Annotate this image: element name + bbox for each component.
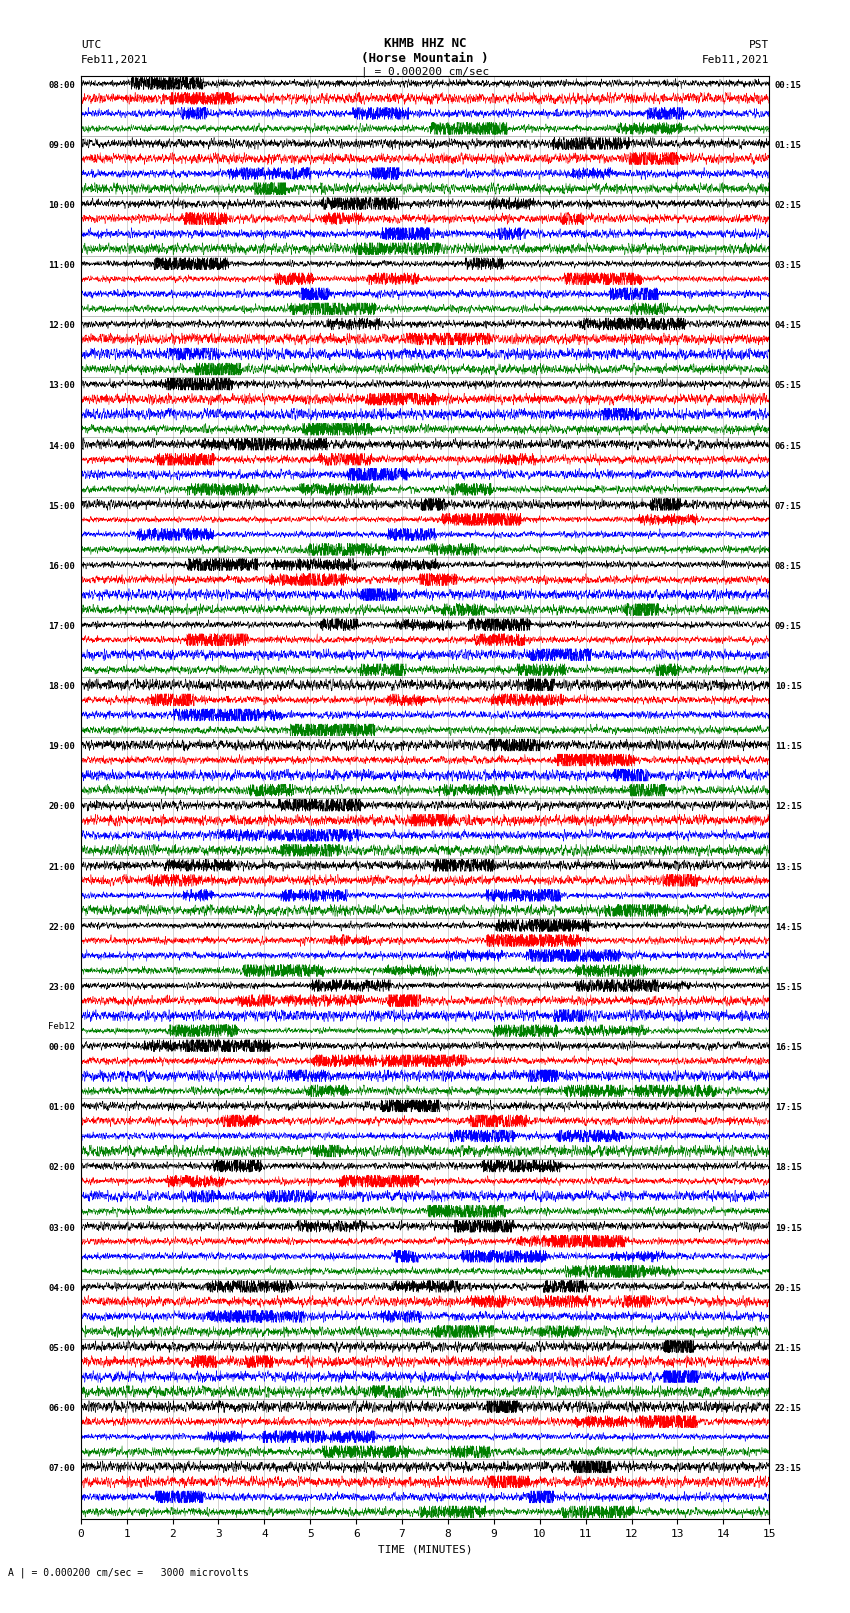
Text: 00:15: 00:15 [774, 81, 802, 90]
Text: 23:15: 23:15 [774, 1465, 802, 1473]
Text: Feb11,2021: Feb11,2021 [702, 55, 769, 65]
Text: | = 0.000200 cm/sec: | = 0.000200 cm/sec [361, 66, 489, 77]
Text: UTC: UTC [81, 40, 101, 50]
Text: 22:15: 22:15 [774, 1403, 802, 1413]
Text: 09:15: 09:15 [774, 623, 802, 631]
Text: 12:15: 12:15 [774, 802, 802, 811]
Text: 01:00: 01:00 [48, 1103, 76, 1113]
Text: 19:15: 19:15 [774, 1224, 802, 1232]
Text: 21:15: 21:15 [774, 1344, 802, 1353]
Text: 17:00: 17:00 [48, 623, 76, 631]
Text: 08:15: 08:15 [774, 561, 802, 571]
Text: 05:00: 05:00 [48, 1344, 76, 1353]
Text: 01:15: 01:15 [774, 140, 802, 150]
Text: 05:15: 05:15 [774, 381, 802, 390]
Text: PST: PST [749, 40, 769, 50]
Text: Feb12: Feb12 [48, 1023, 76, 1031]
Text: 11:00: 11:00 [48, 261, 76, 269]
Text: 07:00: 07:00 [48, 1465, 76, 1473]
Text: 15:00: 15:00 [48, 502, 76, 511]
Text: 14:15: 14:15 [774, 923, 802, 932]
Text: 09:00: 09:00 [48, 140, 76, 150]
Text: (Horse Mountain ): (Horse Mountain ) [361, 52, 489, 65]
Text: 17:15: 17:15 [774, 1103, 802, 1113]
Text: A | = 0.000200 cm/sec =   3000 microvolts: A | = 0.000200 cm/sec = 3000 microvolts [8, 1566, 249, 1578]
Text: 11:15: 11:15 [774, 742, 802, 752]
Text: 14:00: 14:00 [48, 442, 76, 450]
Text: 23:00: 23:00 [48, 982, 76, 992]
Text: 20:15: 20:15 [774, 1284, 802, 1292]
Text: 02:15: 02:15 [774, 202, 802, 210]
Text: 16:15: 16:15 [774, 1044, 802, 1052]
Text: 16:00: 16:00 [48, 561, 76, 571]
Text: 18:15: 18:15 [774, 1163, 802, 1173]
Text: 04:00: 04:00 [48, 1284, 76, 1292]
Text: 00:00: 00:00 [48, 1044, 76, 1052]
Text: 03:00: 03:00 [48, 1224, 76, 1232]
Text: 19:00: 19:00 [48, 742, 76, 752]
Text: 02:00: 02:00 [48, 1163, 76, 1173]
Text: 18:00: 18:00 [48, 682, 76, 690]
Text: 21:00: 21:00 [48, 863, 76, 871]
Text: 07:15: 07:15 [774, 502, 802, 511]
Text: 03:15: 03:15 [774, 261, 802, 269]
Text: 10:00: 10:00 [48, 202, 76, 210]
Text: Feb11,2021: Feb11,2021 [81, 55, 148, 65]
Text: 20:00: 20:00 [48, 802, 76, 811]
Text: 04:15: 04:15 [774, 321, 802, 331]
Text: 06:15: 06:15 [774, 442, 802, 450]
Text: 13:15: 13:15 [774, 863, 802, 871]
Text: 10:15: 10:15 [774, 682, 802, 690]
Text: 13:00: 13:00 [48, 381, 76, 390]
Text: 15:15: 15:15 [774, 982, 802, 992]
Text: 12:00: 12:00 [48, 321, 76, 331]
Text: 06:00: 06:00 [48, 1403, 76, 1413]
Text: 22:00: 22:00 [48, 923, 76, 932]
X-axis label: TIME (MINUTES): TIME (MINUTES) [377, 1545, 473, 1555]
Text: KHMB HHZ NC: KHMB HHZ NC [383, 37, 467, 50]
Text: 08:00: 08:00 [48, 81, 76, 90]
